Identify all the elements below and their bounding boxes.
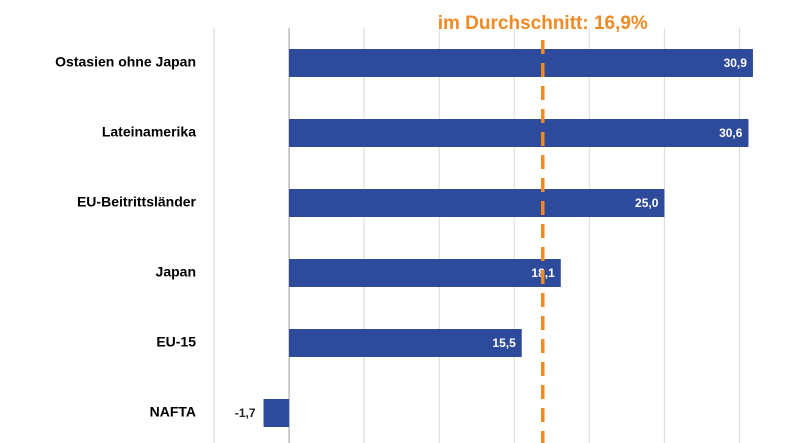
value-label: 25,0 [635, 196, 659, 210]
bar [289, 119, 749, 147]
bar [289, 259, 561, 287]
bar [289, 189, 665, 217]
value-label: 30,9 [724, 56, 748, 70]
value-label: 30,6 [719, 126, 743, 140]
value-label: 15,5 [492, 336, 516, 350]
bar [263, 399, 290, 427]
category-label: NAFTA [150, 404, 196, 420]
bar [289, 329, 522, 357]
category-label: EU-15 [156, 334, 196, 350]
category-label: Lateinamerika [102, 124, 196, 140]
category-label: EU-Beitrittsländer [77, 194, 197, 210]
average-label: im Durchschnitt: 16,9% [438, 13, 648, 34]
category-label: Ostasien ohne Japan [55, 54, 196, 70]
category-label: Japan [156, 264, 196, 280]
bar [289, 49, 753, 77]
value-label: -1,7 [235, 406, 256, 420]
